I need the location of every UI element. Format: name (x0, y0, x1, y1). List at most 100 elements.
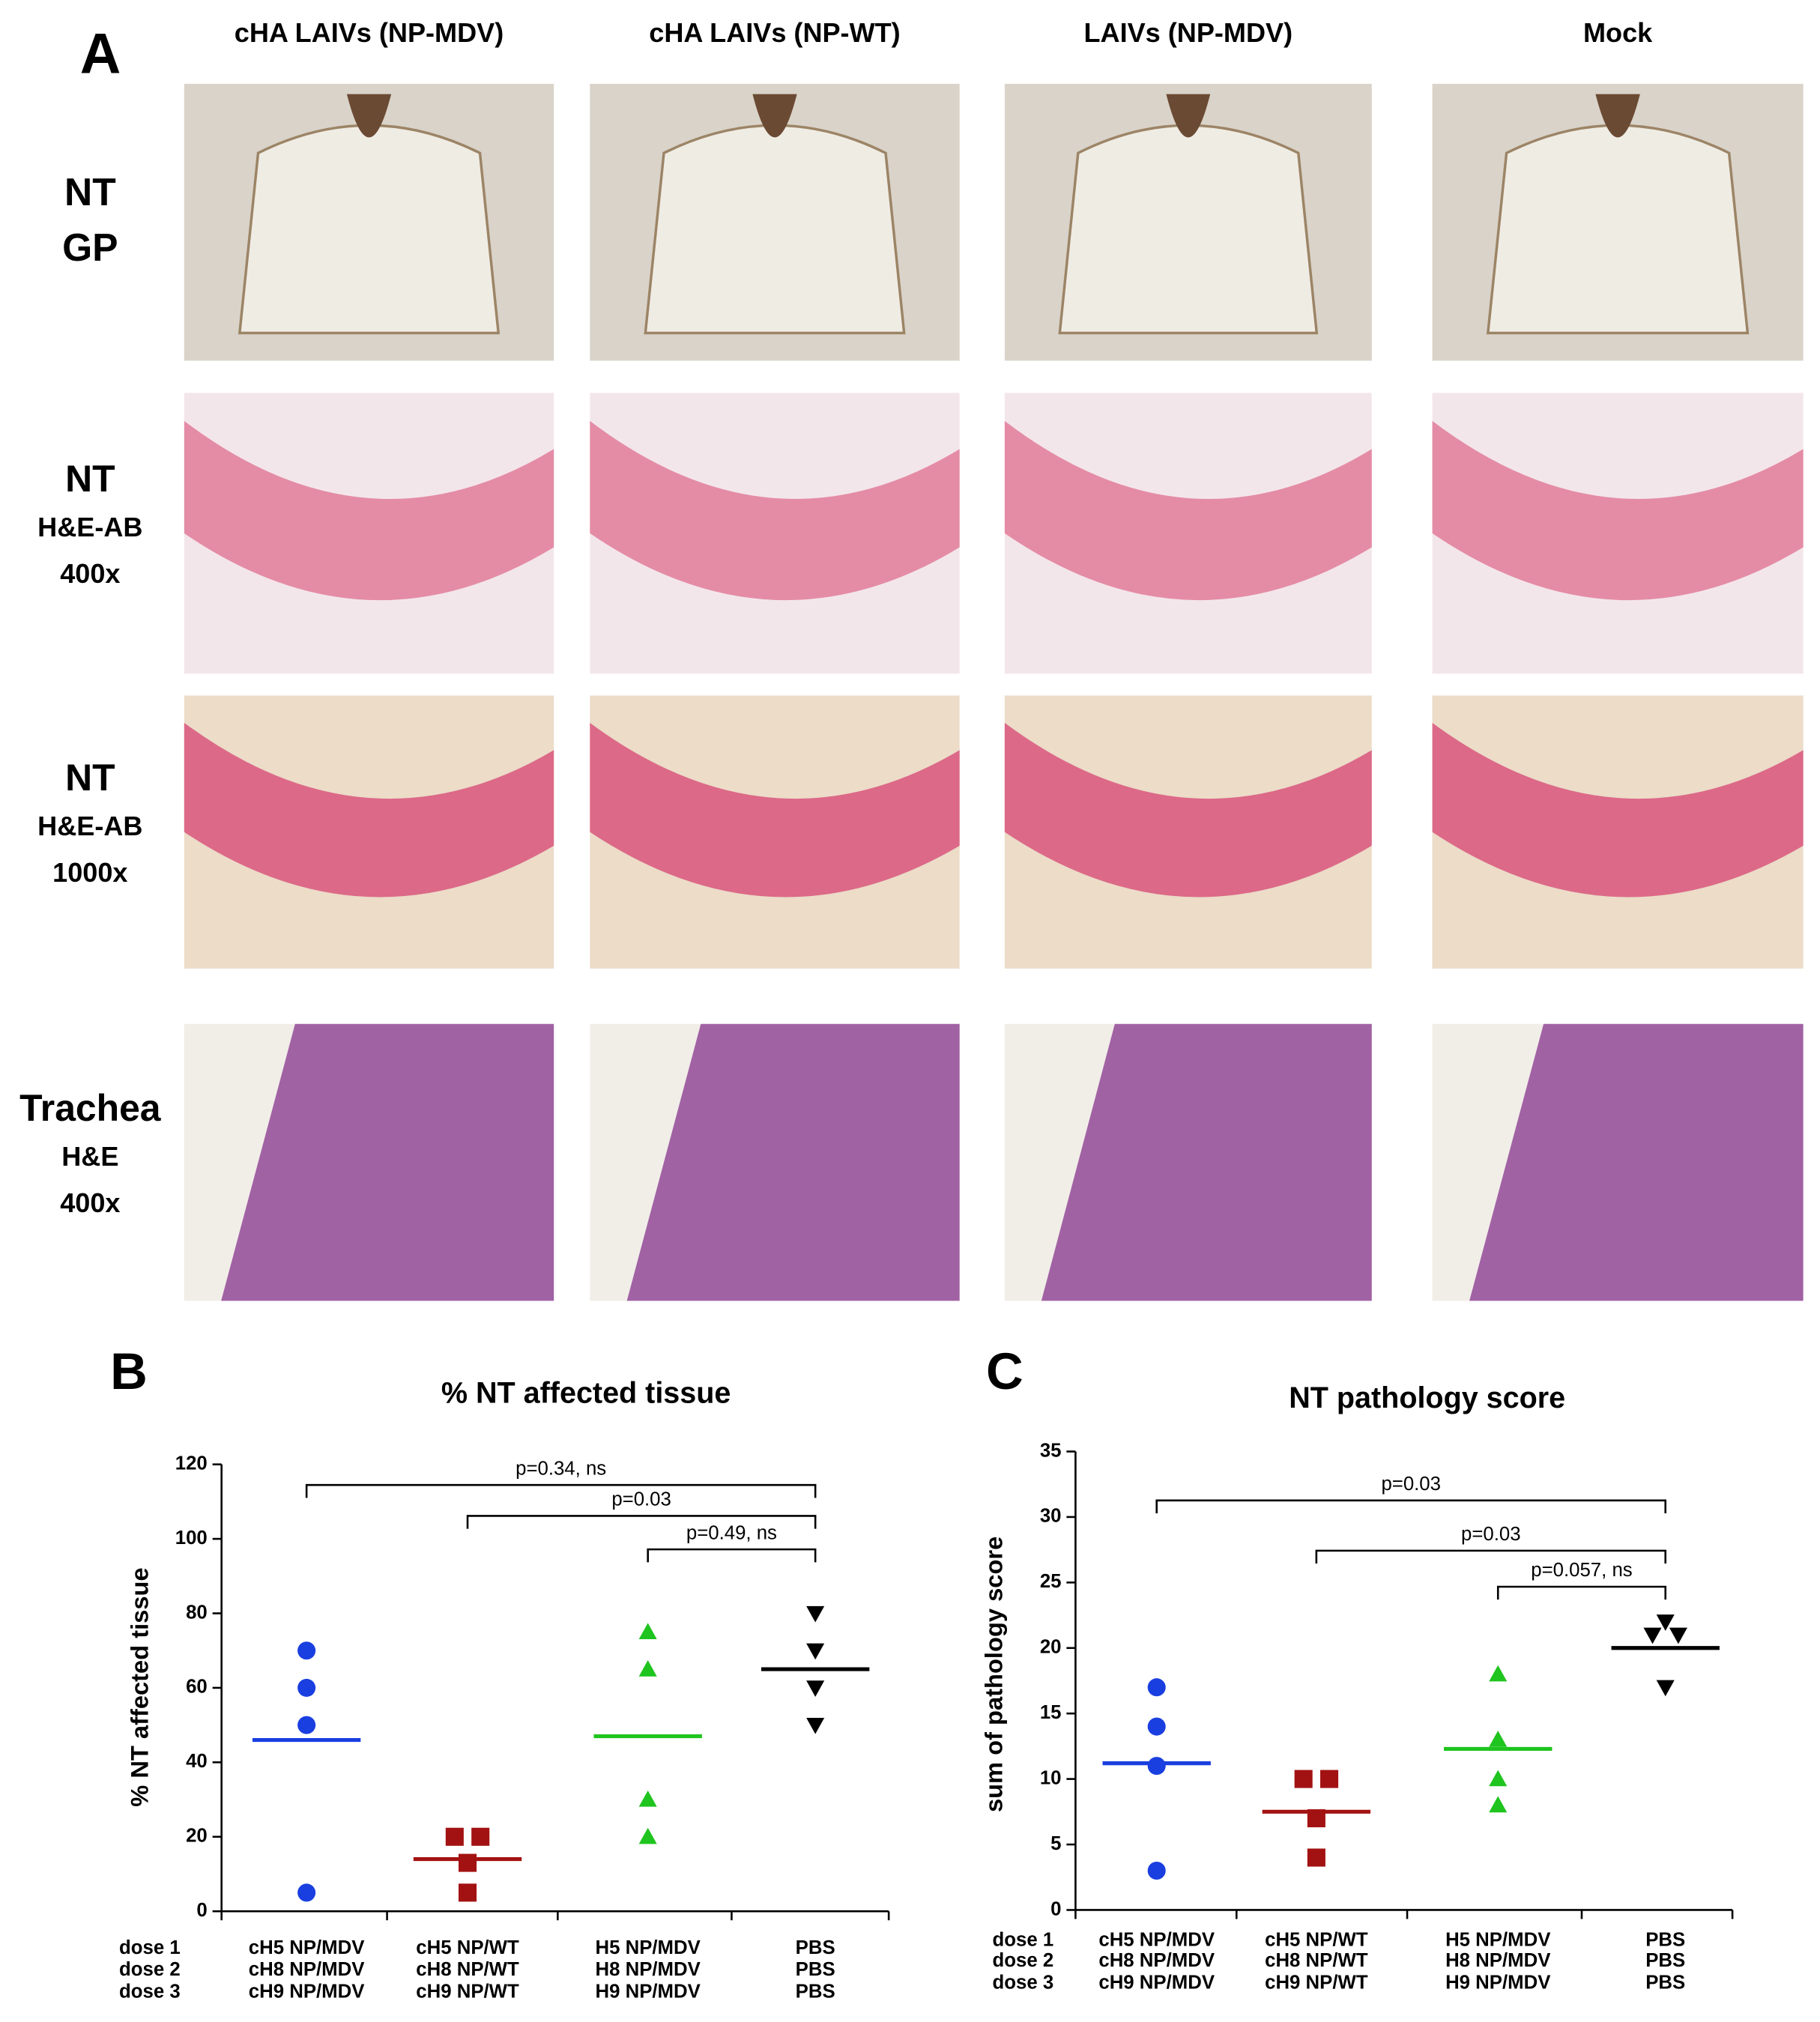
tissue (1004, 420, 1372, 601)
y-tick-label: 0 (196, 1900, 207, 1921)
data-point (1656, 1614, 1675, 1631)
panel-label: C (986, 1343, 1024, 1400)
row-label: NT (64, 170, 116, 214)
data-point (1147, 1757, 1166, 1776)
data-point (1489, 1665, 1508, 1682)
tissue (221, 1023, 554, 1301)
tissue (1041, 1023, 1372, 1301)
y-tick-label: 35 (1040, 1440, 1062, 1461)
data-point (297, 1678, 316, 1697)
category-label: PBS (796, 1981, 835, 2002)
tissue (184, 722, 554, 898)
data-point (1147, 1717, 1166, 1736)
y-tick-label: 120 (175, 1453, 208, 1474)
data-point (297, 1641, 316, 1660)
row-label: 1000x (52, 857, 127, 888)
dose-label: dose 1 (993, 1930, 1054, 1951)
tissue-section (1486, 124, 1750, 335)
y-tick-label: 80 (186, 1602, 208, 1623)
dose-label: dose 2 (119, 1959, 181, 1980)
category-label: H8 NP/MDV (596, 1959, 701, 1980)
category-label: cH5 NP/WT (416, 1937, 519, 1958)
row-label: H&E-AB (37, 811, 142, 841)
y-tick-label: 0 (1050, 1898, 1061, 1919)
category-label: H9 NP/MDV (596, 1981, 701, 2002)
data-point (458, 1883, 477, 1902)
row-label: H&E (61, 1141, 118, 1172)
significance-bracket (305, 1483, 817, 1498)
category-label: PBS (1645, 1930, 1685, 1951)
significance-bracket (647, 1548, 817, 1563)
column-title: LAIVs (NP-MDV) (1084, 17, 1293, 48)
y-tick-label: 15 (1040, 1702, 1062, 1723)
dose-label: dose 2 (993, 1950, 1054, 1971)
chart-title: NT pathology score (1289, 1381, 1565, 1414)
data-point (1669, 1627, 1687, 1644)
category-label: cH9 NP/WT (416, 1981, 519, 2002)
tissue-section (238, 124, 501, 335)
y-tick-label: 40 (186, 1751, 208, 1772)
tissue (590, 420, 960, 601)
p-value: p=0.03 (1461, 1524, 1521, 1545)
significance-bracket (1496, 1585, 1667, 1600)
category-label: cH9 NP/MDV (1098, 1972, 1215, 1993)
p-value: p=0.49, ns (686, 1522, 777, 1543)
dose-label: dose 1 (119, 1937, 181, 1958)
category-label: PBS (796, 1959, 835, 1980)
y-tick-label: 60 (186, 1677, 208, 1698)
data-point (638, 1623, 657, 1639)
category-label: H5 NP/MDV (596, 1937, 701, 1958)
tissue (590, 722, 960, 898)
data-point (1489, 1731, 1508, 1747)
category-label: H9 NP/MDV (1445, 1972, 1551, 1993)
data-point (1307, 1848, 1325, 1867)
category-label: cH5 NP/MDV (1098, 1930, 1215, 1951)
row-label: NT (65, 757, 115, 799)
y-tick-label: 5 (1050, 1833, 1061, 1854)
p-value: p=0.057, ns (1531, 1560, 1632, 1581)
data-point (638, 1791, 657, 1807)
data-point (1294, 1770, 1313, 1788)
tissue (184, 420, 554, 601)
y-tick-label: 30 (1040, 1506, 1062, 1527)
data-point (1489, 1796, 1508, 1813)
row-label: 400x (60, 1187, 120, 1218)
y-tick-label: 100 (175, 1528, 208, 1549)
dose-label: dose 3 (993, 1972, 1054, 1993)
data-point (297, 1883, 316, 1902)
column-title: cHA LAIVs (NP-WT) (649, 17, 900, 48)
row-label: NT (65, 458, 115, 500)
y-axis-label: % NT affected tissue (126, 1567, 154, 1806)
data-point (806, 1680, 825, 1697)
category-label: cH9 NP/WT (1265, 1972, 1368, 1993)
category-label: cH8 NP/WT (416, 1959, 519, 1980)
y-tick-label: 20 (186, 1826, 208, 1847)
significance-bracket (1155, 1499, 1667, 1514)
category-label: cH8 NP/WT (1265, 1950, 1368, 1971)
category-label: PBS (796, 1937, 835, 1958)
row-label: GP (62, 225, 118, 269)
data-point (1643, 1627, 1662, 1644)
y-tick-label: 25 (1040, 1571, 1062, 1592)
significance-bracket (466, 1515, 817, 1529)
category-label: H8 NP/MDV (1445, 1950, 1551, 1971)
y-axis-label: sum of pathology score (979, 1537, 1007, 1812)
p-value: p=0.03 (1381, 1474, 1441, 1495)
p-value: p=0.34, ns (516, 1458, 606, 1479)
category-label: PBS (1645, 1972, 1685, 1993)
data-point (1489, 1770, 1508, 1787)
chart-title: % NT affected tissue (441, 1376, 731, 1409)
y-tick-label: 20 (1040, 1637, 1062, 1658)
category-label: cH9 NP/MDV (249, 1981, 365, 2002)
category-label: cH5 NP/MDV (249, 1937, 365, 1958)
data-point (806, 1643, 825, 1660)
data-point (1147, 1861, 1166, 1880)
row-label: H&E-AB (37, 512, 142, 542)
data-point (1656, 1680, 1675, 1697)
category-label: PBS (1645, 1950, 1685, 1971)
data-point (638, 1827, 657, 1844)
category-label: cH8 NP/MDV (1098, 1950, 1215, 1971)
row-label: 400x (60, 558, 120, 589)
